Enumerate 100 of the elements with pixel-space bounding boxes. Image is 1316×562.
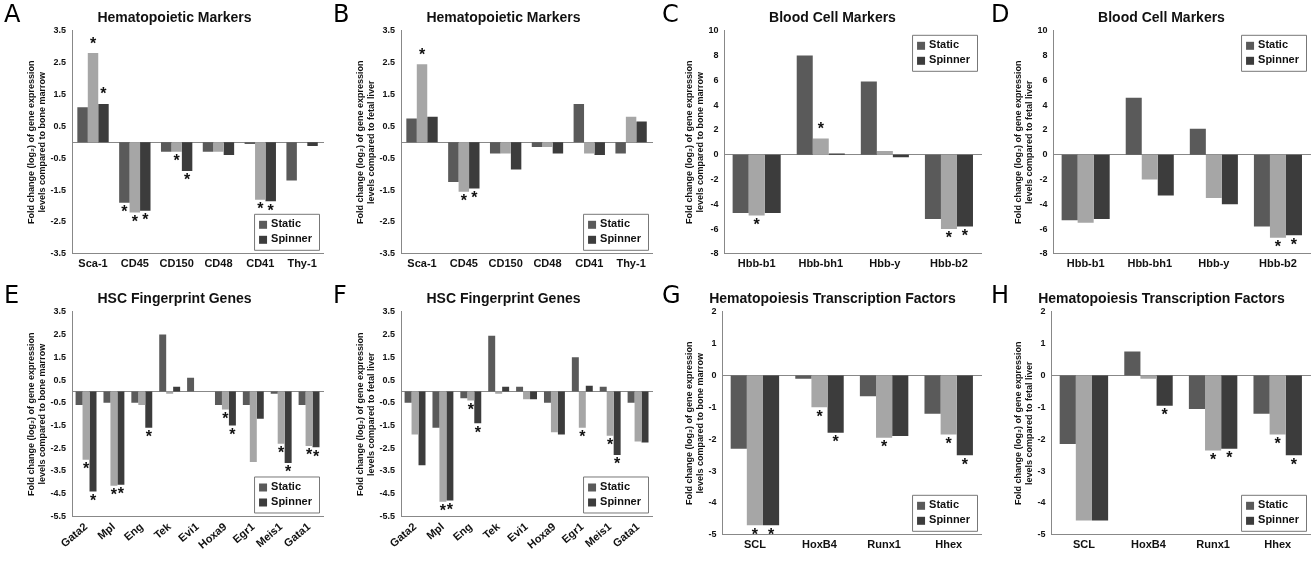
data-label: *	[467, 400, 475, 418]
bar	[812, 138, 829, 155]
bar	[82, 391, 90, 460]
data-label: *	[131, 212, 139, 230]
bar	[270, 391, 278, 394]
bar	[202, 142, 214, 152]
bar	[1141, 154, 1158, 180]
x-tick-label: CD150	[159, 257, 194, 270]
bar	[131, 391, 139, 403]
bar	[418, 391, 426, 466]
chart-title: Blood Cell Markers	[769, 9, 897, 26]
y-tick-label: 10	[1037, 25, 1048, 36]
data-label: *	[1161, 406, 1169, 424]
bar	[552, 142, 564, 154]
bar	[140, 142, 151, 211]
legend-label: Static	[271, 217, 302, 230]
bar	[298, 391, 306, 406]
bar	[448, 142, 459, 183]
bar	[181, 142, 193, 171]
y-tick-label: 4	[1042, 99, 1048, 110]
x-tick-label: Hbb-b2	[930, 257, 968, 270]
y-axis-title: Fold change (log₂) of gene expression levels compared to bone marrow	[683, 341, 705, 506]
bar	[625, 116, 637, 143]
legend-label: Spinner	[600, 495, 642, 508]
y-tick-label: 2.5	[382, 329, 396, 340]
text: H	[991, 281, 1010, 309]
data-label: *	[1290, 235, 1298, 253]
bar	[571, 357, 579, 392]
bar	[228, 391, 236, 426]
y-tick-label: -6	[710, 223, 719, 234]
x-tick-label: Runx1	[1196, 538, 1230, 551]
data-label: *	[142, 211, 150, 229]
y-tick-label: -2	[1039, 173, 1048, 184]
data-label: *	[607, 436, 615, 454]
bar	[469, 142, 480, 189]
bar	[531, 142, 543, 148]
bar	[594, 142, 605, 156]
bar	[307, 142, 318, 147]
y-axis-title: Fold change (log₂) of gene expression levels compared to fetal liver	[354, 332, 376, 496]
bar	[416, 64, 428, 143]
x-tick-label: Hbb-b1	[1066, 257, 1105, 270]
bar	[1125, 97, 1142, 155]
y-tick-label: 3.5	[382, 306, 396, 317]
legend-label: Static	[1258, 38, 1289, 51]
data-label: *	[418, 45, 426, 63]
data-label: *	[816, 407, 824, 425]
bar	[641, 391, 649, 443]
x-tick-label: HoxB4	[1131, 538, 1167, 551]
x-tick-label: CD48	[204, 257, 233, 270]
x-tick-label: Tek	[480, 519, 503, 542]
data-label: *	[229, 425, 237, 443]
bar	[467, 391, 475, 401]
y-tick-label: -4	[1037, 497, 1046, 508]
text: D	[991, 0, 1010, 28]
y-tick-label: -1	[1037, 401, 1046, 412]
y-tick-label: 8	[1042, 50, 1048, 61]
y-tick-label: -8	[710, 248, 719, 259]
y-tick-label: -1.5	[379, 184, 396, 195]
y-tick-label: -2	[708, 433, 717, 444]
bar	[1285, 154, 1302, 236]
bar	[764, 154, 781, 213]
bar	[411, 391, 419, 435]
legend-label: Static	[600, 480, 631, 493]
legend-label: Spinner	[1258, 53, 1300, 66]
chart-title: Hematopoiesis Transcription Factors	[709, 290, 957, 307]
y-tick-label: 6	[713, 74, 719, 85]
y-tick-label: 3.5	[53, 25, 67, 36]
data-label: *	[257, 200, 265, 218]
y-tick-label: 0	[713, 149, 719, 160]
data-label: *	[312, 447, 320, 465]
bar	[1205, 154, 1222, 199]
bar	[446, 391, 454, 501]
x-tick-label: SCL	[1072, 538, 1096, 551]
bar	[160, 142, 172, 152]
text: F	[333, 281, 347, 309]
y-tick-label: -5.5	[379, 510, 396, 521]
x-tick-label: Tek	[151, 519, 174, 542]
x-tick-label: Hbb-b2	[1259, 257, 1297, 270]
y-tick-label: -2	[1037, 433, 1046, 444]
y-tick-label: -4	[1039, 198, 1048, 209]
data-label: *	[961, 455, 969, 473]
chart-title: Hematopoietic Markers	[97, 9, 252, 26]
legend-label: Static	[929, 498, 960, 511]
legend-label: Static	[929, 38, 960, 51]
x-tick-label: Eng	[121, 520, 146, 543]
legend-label: Static	[271, 480, 302, 493]
y-tick-label: -2.5	[379, 442, 396, 453]
y-tick-label: -3.5	[379, 248, 396, 259]
y-tick-label: 3.5	[53, 306, 67, 317]
x-tick-label: Hbb-bh1	[1127, 257, 1173, 270]
bar	[460, 391, 468, 399]
x-tick-label: Hbb-bh1	[798, 257, 844, 270]
y-axis-title: Fold change (log₂) of gene expression levels compared to bone marrow	[25, 60, 47, 225]
data-label: *	[267, 201, 275, 219]
legend-label: Spinner	[600, 232, 642, 245]
y-tick-label: -2.5	[379, 216, 396, 227]
bar	[1077, 154, 1094, 223]
bar	[940, 154, 957, 230]
data-label: *	[880, 438, 888, 456]
data-label: *	[89, 34, 97, 52]
